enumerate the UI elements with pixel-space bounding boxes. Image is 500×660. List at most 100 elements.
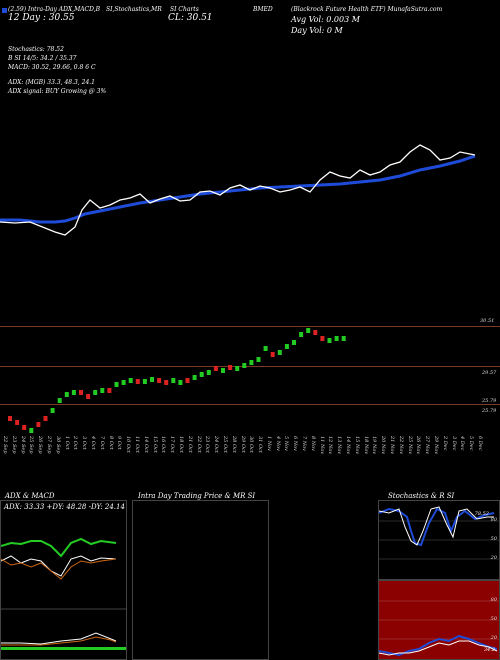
date-tick-label: 1 Nov (265, 436, 272, 451)
stoch-badge: 78.52 (474, 511, 489, 517)
candle (57, 398, 62, 403)
date-tick-label: 24 Oct (213, 436, 220, 453)
candle (270, 352, 275, 357)
stoch-tick-50: 50 (490, 536, 497, 542)
date-tick-label: 4 Dec (459, 436, 466, 451)
candle (213, 366, 218, 371)
candle (334, 336, 339, 341)
macd-value: MACD: 30.52, 29.66, 0.8 6 C (8, 64, 96, 71)
candle (228, 365, 233, 370)
price-axis-top: 30.51 (480, 318, 495, 324)
date-tick-label: 10 Oct (125, 436, 132, 453)
stoch-tick-20: 20 (490, 555, 497, 561)
candle (327, 338, 332, 343)
candle (235, 366, 240, 371)
date-tick-label: 22 Oct (195, 436, 202, 453)
date-tick-label: 22 Nov (397, 436, 404, 455)
candle (206, 370, 211, 375)
date-tick-label: 4 Nov (274, 436, 281, 451)
date-tick-label: 16 Oct (160, 436, 167, 453)
date-tick-label: 6 Dec (477, 436, 483, 451)
price-level-line-2 (0, 404, 500, 405)
candle (199, 372, 204, 377)
candle (341, 336, 346, 341)
rsi-badge: 34.2 (483, 647, 495, 653)
rsi-tick-50: 50 (490, 616, 497, 622)
date-tick-label: 9 Oct (116, 436, 123, 450)
date-tick-label: 15 Oct (151, 436, 158, 453)
date-tick-label: 18 Nov (362, 436, 369, 455)
date-tick-label: 7 Nov (301, 436, 308, 451)
date-tick-label: 22 Sep (2, 436, 8, 454)
intraday-panel-title: Intra Day Trading Price & MR SI (138, 492, 256, 500)
date-tick-label: 1 Oct (63, 436, 70, 450)
rsi-panel: 80 50 20 34.2 (378, 580, 500, 660)
date-tick-label: 6 Nov (292, 436, 299, 451)
date-tick-label: 25 Sep (28, 436, 35, 454)
price-line (0, 144, 476, 236)
candle (86, 394, 91, 399)
header-stoch-label: SI,Stochastics,MR (106, 6, 162, 13)
rsi-tick-20: 20 (490, 635, 497, 641)
date-tick-label: 30 Sep (54, 436, 61, 454)
candle (313, 330, 318, 335)
header-title: (2.59) Intra-Day ADX,MACD,B (8, 6, 101, 13)
avg-volume: Avg Vol: 0.003 M (291, 15, 360, 24)
separator-line (0, 326, 500, 327)
candle (249, 360, 254, 365)
date-tick-label: 29 Oct (239, 436, 246, 453)
date-tick-label: 8 Nov (309, 436, 316, 451)
candle (8, 416, 12, 421)
date-tick-label: 18 Oct (177, 436, 184, 453)
ema-line (0, 154, 476, 224)
candle (277, 350, 282, 355)
date-tick-label: 7 Oct (98, 436, 105, 450)
candle (292, 340, 296, 345)
header-etf-name: (Blackrock Future Health ETF) MunafaSutr… (291, 6, 443, 13)
adx-macd-panel: ADX: 33.33 +DY: 48.28 -DY: 24.14 (0, 500, 127, 660)
adx-panel-values: ADX: 33.33 +DY: 48.28 -DY: 24.14 (4, 503, 125, 511)
date-tick-label: 23 Sep (10, 436, 17, 454)
candle (135, 379, 140, 384)
date-tick-label: 20 Nov (380, 436, 387, 455)
day-volume: Day Vol: 0 M (291, 26, 343, 35)
candle (256, 357, 261, 362)
close-price: CL: 30.51 (168, 13, 213, 23)
date-tick-label: 23 Oct (204, 436, 211, 453)
candle (284, 344, 289, 349)
date-tick-label: 14 Oct (142, 436, 149, 453)
date-tick-label: 5 Nov (283, 436, 290, 451)
date-tick-label: 13 Nov (336, 436, 343, 455)
candle (121, 380, 126, 385)
candle (263, 346, 268, 351)
date-tick-label: 11 Oct (133, 436, 140, 453)
date-tick-label: 28 Oct (230, 436, 237, 453)
price-axis-low2: 25.79 (482, 408, 497, 414)
price-ema-chart (0, 144, 476, 236)
date-tick-label: 27 Nov (424, 436, 431, 455)
legend-color-square (2, 8, 7, 13)
date-tick-label: 2 Dec (441, 436, 448, 451)
date-tick-label: 26 Nov (415, 436, 422, 455)
price-level-line (0, 366, 500, 367)
candle (242, 363, 247, 368)
date-tick-label: 31 Oct (257, 436, 264, 453)
date-tick-label: 26 Sep (37, 436, 44, 454)
candle (15, 420, 20, 425)
candle (142, 379, 147, 384)
date-tick-label: 25 Nov (406, 436, 413, 455)
stochastics-panel: 80 50 20 78.52 (378, 500, 500, 580)
stoch-tick-80: 80 (490, 517, 497, 523)
candle (29, 428, 34, 433)
date-tick-label: 3 Dec (450, 436, 457, 451)
candle (150, 377, 154, 382)
date-tick-label: 11 Nov (318, 436, 325, 455)
candle (93, 390, 98, 395)
candle (114, 382, 119, 387)
date-tick-label: 3 Oct (81, 436, 88, 450)
candle (36, 422, 41, 427)
stoch-panel-title: Stochastics & R SI (388, 492, 455, 500)
candle (128, 378, 133, 383)
candle (192, 375, 197, 380)
candle (221, 368, 225, 373)
